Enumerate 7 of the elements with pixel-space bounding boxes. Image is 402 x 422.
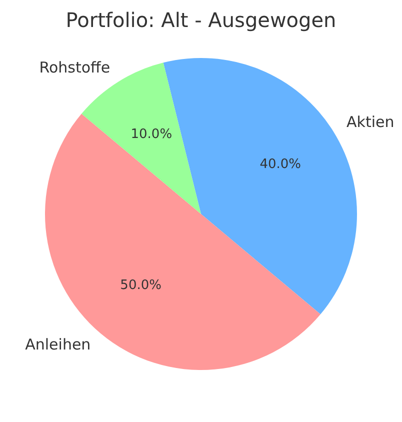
- slice-label: Rohstoffe: [39, 58, 110, 76]
- data-label: 50.0%: [120, 278, 162, 294]
- slice-label: Anleihen: [25, 335, 91, 354]
- chart-title: Portfolio: Alt - Ausgewogen: [66, 8, 336, 32]
- slice-label: Aktien: [346, 112, 394, 131]
- data-label: 10.0%: [130, 127, 172, 142]
- data-label: 40.0%: [260, 156, 302, 172]
